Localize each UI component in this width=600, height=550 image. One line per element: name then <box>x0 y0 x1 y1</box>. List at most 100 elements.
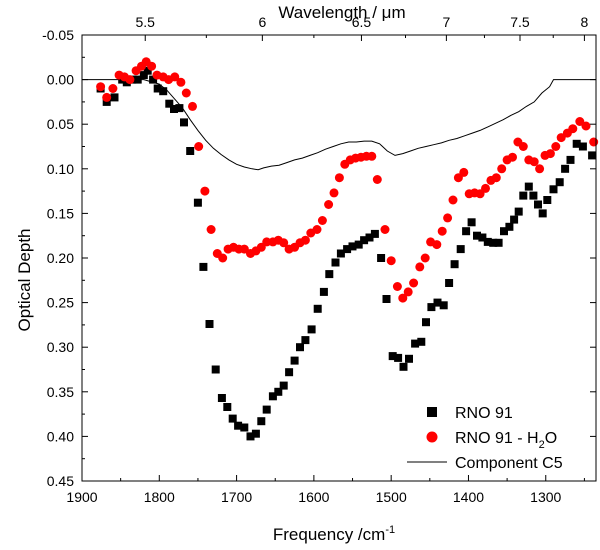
top-axis-title: Wavelength / μm <box>278 3 405 22</box>
rno91-point <box>365 233 374 242</box>
legend-label-rno91-h2o: RNO 91 - H2O <box>455 430 557 451</box>
rno91-point <box>325 270 334 279</box>
y-tick-label: 0.35 <box>47 384 74 400</box>
rno91-point <box>561 164 570 173</box>
x-axis-title: Frequency /cm-1 <box>273 524 395 544</box>
rno91-point <box>319 287 328 296</box>
rno91-point <box>394 353 403 362</box>
rno91-h2o-point <box>181 88 191 98</box>
rno91-point <box>514 207 523 216</box>
rno91-h2o-point <box>176 77 186 87</box>
rno91-h2o-point <box>386 256 396 266</box>
rno91-h2o-point <box>581 121 591 131</box>
rno91-h2o-point <box>218 253 228 263</box>
rno91-point <box>301 336 310 345</box>
rno91-point <box>149 75 158 84</box>
rno91-point <box>478 233 487 242</box>
rno91-point <box>199 262 208 271</box>
y-tick-label: 0.15 <box>47 205 74 221</box>
rno91-point <box>543 196 552 204</box>
rno91-point <box>217 394 226 402</box>
rno91-point <box>268 392 277 401</box>
top-tick-label: 6 <box>258 14 266 30</box>
y-axis-title: Optical Depth <box>15 229 34 332</box>
rno91-point <box>500 227 508 236</box>
rno91-point <box>538 209 547 218</box>
rno91-point <box>186 147 195 155</box>
y-tick-label: 0.00 <box>47 72 74 88</box>
rno91-h2o-point <box>96 82 106 92</box>
rno91-point <box>433 298 442 307</box>
rno91-h2o-point <box>334 173 344 183</box>
rno91-h2o-point <box>415 262 425 272</box>
rno91-h2o-point <box>194 142 204 151</box>
legend-label-component-c5: Component C5 <box>455 455 563 472</box>
rno91-h2o-point <box>545 149 555 159</box>
rno91-point <box>240 423 249 432</box>
rno91-point <box>165 99 174 108</box>
legend-label-rno91-h2o-tail: O <box>545 430 557 447</box>
rno91-h2o-point <box>367 151 377 161</box>
series-component-c5 <box>82 79 596 171</box>
rno91-h2o-point <box>575 117 585 126</box>
rno91-h2o-point <box>459 167 469 177</box>
rno91-point <box>529 191 538 200</box>
rno91-point <box>159 87 168 96</box>
rno91-point <box>175 104 184 113</box>
legend-marker-square <box>427 407 437 417</box>
rno91-h2o-point <box>206 225 216 234</box>
rno91-point <box>510 215 519 224</box>
rno91-point <box>262 405 271 414</box>
x-tick-label: 1700 <box>221 489 252 505</box>
rno91-point <box>405 354 413 363</box>
rno91-point <box>524 182 533 191</box>
rno91-point <box>456 245 465 254</box>
rno91-point <box>274 387 283 396</box>
rno91-h2o-point <box>170 72 180 82</box>
rno91-h2o-point <box>200 186 210 196</box>
rno91-h2o-point <box>443 213 453 223</box>
rno91-h2o-point <box>262 237 272 247</box>
rno91-point <box>143 66 152 75</box>
rno91-h2o-point <box>279 238 289 248</box>
rno91-h2o-point <box>317 216 327 225</box>
y-tick-label: 0.30 <box>47 339 74 355</box>
rno91-point <box>180 118 188 127</box>
rno91-h2o-point <box>409 278 419 288</box>
legend-label-rno91-h2o-sub: 2 <box>539 439 545 451</box>
y-tick-label: 0.45 <box>47 473 74 489</box>
rno91-point <box>246 432 255 441</box>
legend-marker-circle <box>426 431 438 443</box>
top-tick-label: 7 <box>442 14 450 30</box>
rno91-h2o-point <box>508 152 517 162</box>
rno91-point <box>473 231 481 240</box>
axis-ticks: 1900 1800 1700 1600 1500 1400 1300 -0.05 0.00 0.0… <box>42 14 596 505</box>
rno91-point <box>411 339 420 348</box>
x-tick-label: 1500 <box>376 489 407 505</box>
rno91-point <box>370 229 379 238</box>
x-tick-label: 1300 <box>530 489 561 505</box>
rno91-point <box>505 222 514 231</box>
rno91-point <box>110 93 119 102</box>
rno91-point <box>555 178 564 187</box>
rno91-point <box>205 320 214 328</box>
rno91-point <box>211 365 220 374</box>
rno91-point <box>399 362 408 371</box>
rno91-h2o-point <box>448 195 458 205</box>
rno91-point <box>296 343 304 352</box>
rno91-point <box>566 155 575 164</box>
rno91-h2o-point <box>329 188 339 198</box>
top-tick-label: 6.5 <box>352 14 372 30</box>
rno91-h2o-point <box>300 235 310 245</box>
rno91-h2o-point <box>372 175 382 184</box>
rno91-h2o-point <box>312 225 322 234</box>
rno91-h2o-point <box>125 75 135 85</box>
x-axis-title-exponent: -1 <box>385 524 395 536</box>
series-rno91 <box>96 66 597 441</box>
rno91-point <box>307 325 316 334</box>
rno91-h2o-point <box>529 157 539 167</box>
rno91-h2o-point <box>497 164 507 174</box>
rno91-point <box>354 240 363 249</box>
rno91-point <box>445 279 454 287</box>
